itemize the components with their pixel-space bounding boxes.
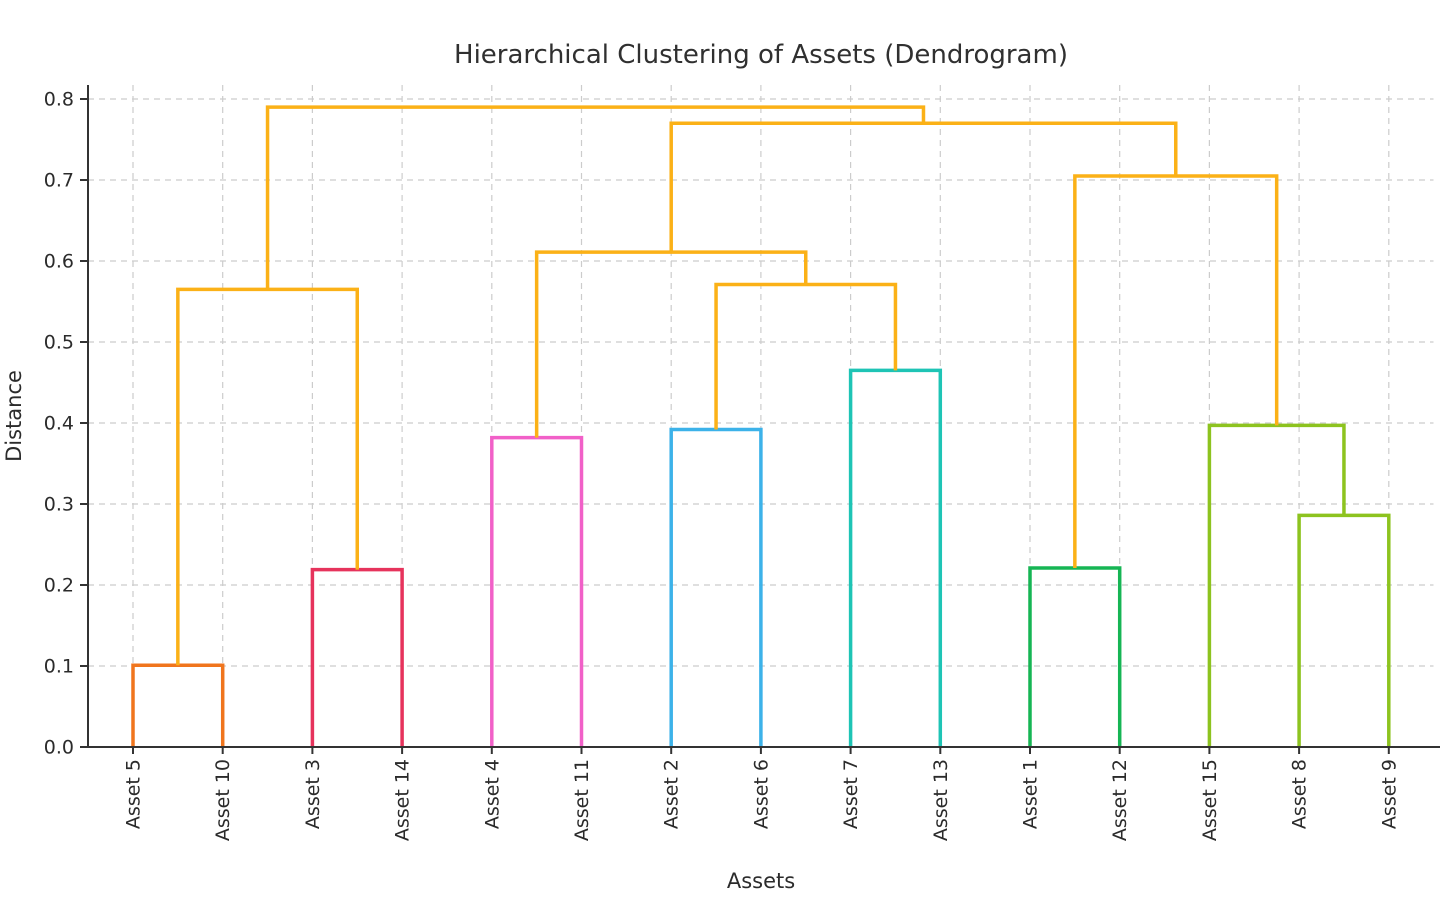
x-tick-label-asset-15: Asset 15: [1199, 759, 1221, 841]
dendrogram-link: [1207, 423, 1346, 747]
dendrogram-link: [265, 105, 926, 290]
x-tick-label-asset-13: Asset 13: [930, 759, 952, 841]
x-tick-label-asset-1: Asset 1: [1019, 759, 1041, 829]
x-axis-label: Assets: [727, 869, 795, 893]
x-tick-label-asset-5: Asset 5: [122, 759, 144, 829]
dendrogram-links: [131, 105, 1391, 747]
tick-labels: 0.0 0.1 0.2 0.3 0.4 0.5 0.6 0.7 0.8 Asset 5 Asset …: [44, 88, 1400, 841]
dendrogram-link: [848, 368, 943, 747]
y-tick-label: 0.1: [44, 655, 74, 677]
dendrogram-link: [131, 663, 225, 747]
x-tick-label-asset-11: Asset 11: [571, 759, 593, 841]
dendrogram-link: [1073, 174, 1279, 568]
chart-title: Hierarchical Clustering of Assets (Dendr…: [454, 40, 1068, 70]
dendrogram-link: [1297, 513, 1391, 747]
axes: [80, 85, 1440, 754]
dendrogram-link: [1028, 566, 1122, 747]
y-tick-label: 0.3: [44, 493, 74, 515]
x-tick-label-asset-2: Asset 2: [661, 759, 683, 829]
y-tick-label: 0.6: [44, 250, 74, 272]
x-tick-label-asset-8: Asset 8: [1289, 759, 1311, 829]
dendrogram-link: [669, 427, 763, 747]
dendrogram-link: [176, 287, 359, 666]
dendrogram-link: [714, 282, 898, 430]
y-tick-label: 0.2: [44, 574, 74, 596]
y-tick-label: 0.0: [44, 736, 74, 758]
x-tick-label-asset-3: Asset 3: [302, 759, 324, 829]
y-axis-label: Distance: [2, 370, 26, 462]
y-tick-label: 0.4: [44, 412, 74, 434]
y-tick-label: 0.8: [44, 88, 74, 110]
x-tick-label-asset-7: Asset 7: [840, 759, 862, 829]
x-tick-label-asset-4: Asset 4: [481, 759, 503, 829]
dendrogram-link: [310, 567, 404, 747]
y-tick-label: 0.5: [44, 331, 74, 353]
x-tick-label-asset-14: Asset 14: [392, 759, 414, 841]
x-tick-label-asset-9: Asset 9: [1378, 759, 1400, 829]
dendrogram-link: [490, 435, 584, 747]
y-tick-label: 0.7: [44, 169, 74, 191]
x-tick-label-asset-12: Asset 12: [1109, 759, 1131, 841]
x-tick-label-asset-6: Asset 6: [750, 759, 772, 829]
dendrogram-link: [669, 121, 1178, 253]
x-tick-label-asset-10: Asset 10: [212, 759, 234, 841]
